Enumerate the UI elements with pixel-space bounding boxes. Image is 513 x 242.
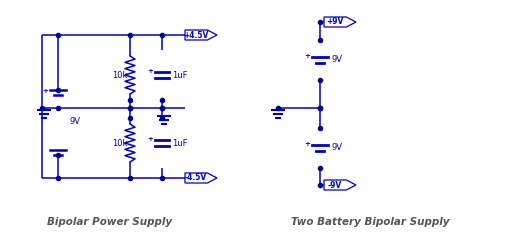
Text: Bipolar Power Supply: Bipolar Power Supply [47, 217, 172, 227]
Text: +4.5V: +4.5V [184, 30, 209, 39]
Text: +: + [42, 88, 48, 94]
Text: +: + [304, 53, 310, 59]
Text: 9V: 9V [332, 144, 343, 152]
Polygon shape [185, 30, 217, 40]
Text: +9V: +9V [326, 17, 344, 27]
Polygon shape [324, 17, 356, 27]
Polygon shape [185, 173, 217, 183]
Text: 10k: 10k [112, 138, 127, 148]
Text: 10k: 10k [112, 70, 127, 80]
Text: -9V: -9V [328, 181, 342, 189]
Text: 1uF: 1uF [172, 70, 187, 80]
Text: -4.5V: -4.5V [185, 174, 207, 182]
Text: Two Battery Bipolar Supply: Two Battery Bipolar Supply [291, 217, 449, 227]
Text: +: + [304, 141, 310, 147]
Text: 9V: 9V [70, 118, 81, 127]
Text: +: + [147, 136, 153, 142]
Text: 9V: 9V [332, 55, 343, 65]
Text: 1uF: 1uF [172, 138, 187, 148]
Polygon shape [324, 180, 356, 190]
Text: +: + [147, 68, 153, 74]
